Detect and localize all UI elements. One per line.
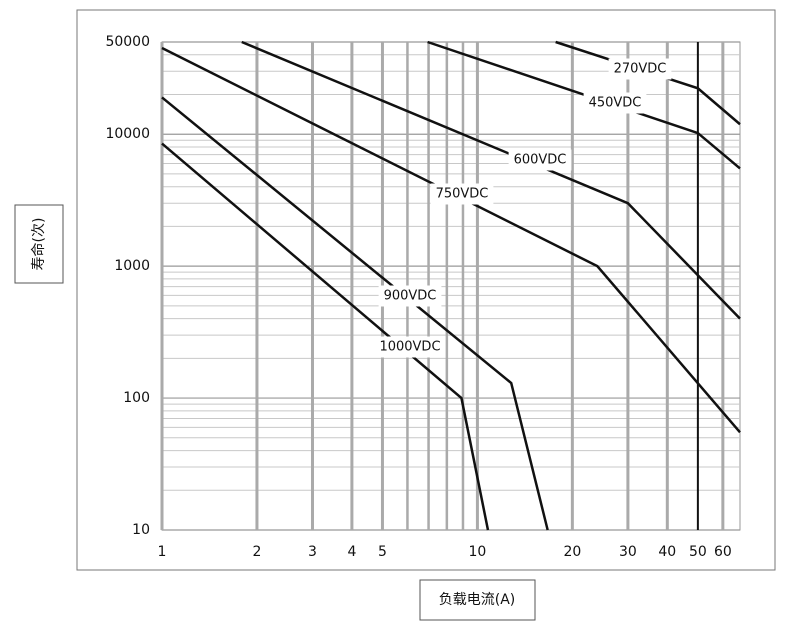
- x-tick-label: 5: [378, 544, 387, 560]
- y-axis-label: 寿命(次): [30, 218, 47, 271]
- x-tick-label: 60: [714, 544, 732, 560]
- lines: [161, 40, 741, 531]
- series-label: 600VDC: [514, 153, 567, 168]
- y-tick-label: 100: [123, 390, 150, 406]
- series-label: 270VDC: [614, 62, 667, 77]
- series-label-bg: [378, 285, 442, 307]
- series-label-bg: [583, 92, 647, 114]
- series-label-bg: [508, 149, 572, 171]
- series-line: [555, 40, 741, 126]
- x-tick-label: 4: [347, 544, 356, 560]
- x-axis-label: 负载电流(A): [439, 592, 516, 608]
- series-line: [161, 46, 741, 434]
- x-tick-label: 20: [563, 544, 581, 560]
- series-label-bg: [374, 336, 446, 358]
- y-tick-label: 1000: [114, 258, 150, 274]
- x-tick-label: 1: [158, 544, 167, 560]
- series-line: [161, 142, 490, 531]
- series-label: 450VDC: [589, 96, 642, 111]
- x-tick-label: 40: [658, 544, 676, 560]
- series-line: [427, 40, 741, 170]
- series-label-bg: [608, 58, 672, 80]
- series-line: [241, 40, 741, 320]
- series-label: 1000VDC: [379, 340, 440, 355]
- y-tick-label: 10: [132, 522, 150, 538]
- series-label-bg: [430, 183, 494, 205]
- chart-frame: [76, 9, 776, 571]
- series-label: 750VDC: [436, 187, 489, 202]
- series-line: [161, 96, 549, 531]
- x-label-box: [419, 579, 536, 621]
- y-label-box: [14, 204, 64, 284]
- y-tick-label: 10000: [105, 126, 150, 142]
- x-tick-label: 3: [308, 544, 317, 560]
- series-label: 900VDC: [384, 289, 437, 304]
- x-tick-label: 30: [619, 544, 637, 560]
- x-tick-label: 10: [469, 544, 487, 560]
- x-tick-label: 2: [252, 544, 261, 560]
- labels: 270VDC 450VDC 600VDC 750VDC 900VDC 1000VDC: [374, 58, 672, 358]
- y-tick-label: 50000: [105, 34, 150, 50]
- x-tick-label: 50: [689, 544, 707, 560]
- plot-area: [161, 41, 741, 531]
